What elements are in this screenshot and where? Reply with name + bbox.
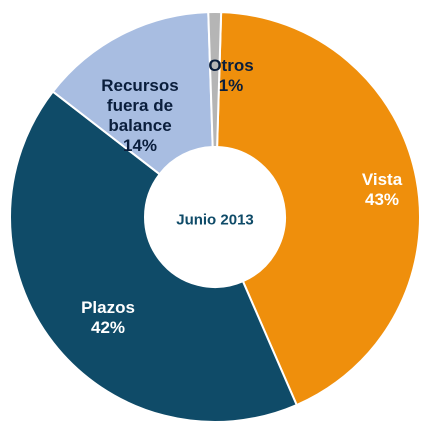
data-label: Vista 43%: [352, 170, 412, 210]
donut-segment: [216, 11, 421, 407]
data-label: Recursos fuera de balance 14%: [90, 76, 190, 156]
donut-segment: [51, 11, 214, 176]
value-label: 42%: [90, 318, 126, 337]
category-label: Recursos fuera de balance: [101, 76, 179, 135]
value-label: 14%: [122, 136, 158, 155]
category-label: Vista: [361, 170, 403, 189]
donut-segment: [207, 11, 223, 149]
value-label: 1%: [218, 76, 244, 95]
value-label: 43%: [364, 190, 400, 209]
data-label: Plazos 42%: [68, 298, 148, 338]
data-label: Otros 1%: [201, 56, 261, 96]
category-label: Otros: [208, 56, 254, 75]
center-text: Junio 2013: [176, 211, 254, 229]
donut-segment: [9, 90, 298, 423]
category-label: Plazos: [81, 298, 135, 317]
